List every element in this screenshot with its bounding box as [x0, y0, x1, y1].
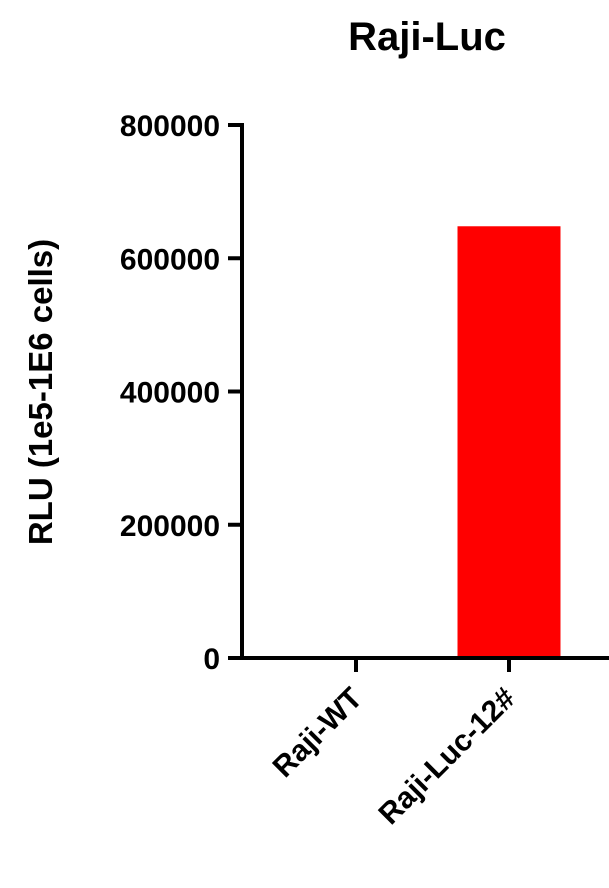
bar: [457, 226, 561, 658]
x-ticks-group: Raji-WT Raji-Luc-12#: [267, 658, 522, 831]
y-tick-label: 0: [203, 643, 220, 676]
chart-title: Raji-Luc: [348, 15, 506, 59]
bars-group: [457, 226, 561, 658]
y-axis-label: RLU (1e5-1E6 cells): [22, 239, 59, 545]
y-tick-label: 800000: [120, 110, 220, 143]
y-tick-label: 400000: [120, 377, 220, 410]
y-tick-label: 600000: [120, 243, 220, 276]
x-category-label: Raji-Luc-12#: [372, 681, 522, 831]
y-ticks-group: 0 200000 400000 600000 800000: [120, 110, 242, 676]
x-category-label: Raji-WT: [267, 682, 369, 784]
y-tick-label: 200000: [120, 510, 220, 543]
